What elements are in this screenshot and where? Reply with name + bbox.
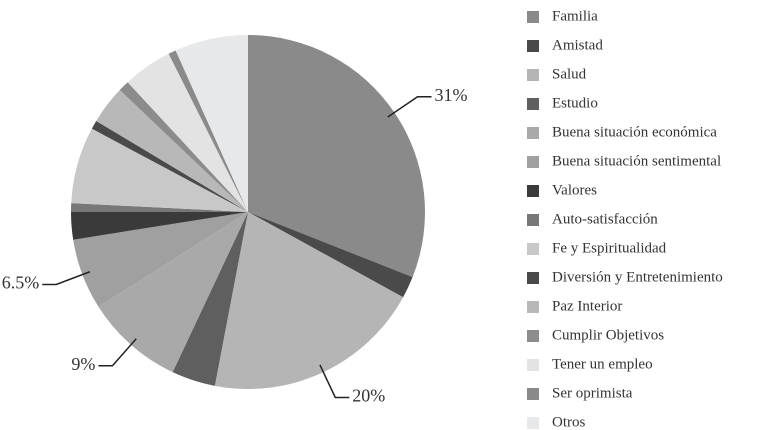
pie-slice [168, 50, 248, 213]
legend-label: Valores [552, 182, 597, 198]
pie-slice [71, 203, 248, 212]
legend-label: Salud [552, 66, 587, 82]
legend-swatch [527, 127, 539, 139]
pie-slice [175, 35, 248, 212]
pie-slice [98, 212, 248, 373]
legend-label: Familia [552, 8, 598, 24]
legend-swatch [527, 11, 539, 23]
leader-line [387, 96, 432, 118]
legend-label: Estudio [552, 95, 598, 111]
legend-swatch [527, 40, 539, 52]
legend-label: Amistad [552, 37, 603, 53]
legend-label: Tener un empleo [552, 356, 653, 372]
legend-swatch [527, 98, 539, 110]
legend-swatch [527, 243, 539, 255]
legend-label: Auto-satisfacción [552, 211, 658, 227]
pie-slice [172, 212, 248, 386]
legend-swatch [527, 301, 539, 313]
legend-label: Buena situación económica [552, 124, 717, 140]
pie-slice [248, 212, 413, 298]
legend-label: Paz Interior [552, 298, 622, 314]
leader-line [319, 364, 350, 399]
legend-label: Cumplir Objetivos [552, 327, 664, 343]
data-label: 20% [352, 386, 385, 406]
pie-slice [119, 82, 249, 212]
pie-slice [96, 90, 249, 212]
legend-swatch [527, 417, 539, 429]
legend-swatch [527, 359, 539, 371]
legend-swatch [527, 185, 539, 197]
pie-slice [248, 35, 425, 278]
legend-swatch [527, 214, 539, 226]
data-label: 31% [435, 85, 468, 105]
pie-slice [73, 212, 248, 307]
legend-label: Ser oprimista [552, 385, 633, 401]
data-label: 6.5% [2, 273, 40, 293]
pie-slice [91, 120, 249, 212]
legend-label: Diversión y Entretenimiento [552, 269, 723, 285]
pie-slice [71, 128, 248, 212]
legend-swatch [527, 330, 539, 342]
legend-swatch [527, 388, 539, 400]
legend-label: Fe y Espiritualidad [552, 240, 667, 256]
legend-label: Buena situación sentimental [552, 153, 721, 169]
legend-swatch [527, 69, 539, 81]
data-label: 9% [71, 354, 95, 374]
legend-swatch [527, 156, 539, 168]
pie-slice [214, 212, 404, 389]
legend-label: Otros [552, 414, 585, 430]
leader-line [42, 271, 91, 286]
pie-slice [127, 53, 248, 212]
pie-slice [71, 212, 248, 240]
legend-swatch [527, 272, 539, 284]
leader-line [98, 338, 137, 367]
